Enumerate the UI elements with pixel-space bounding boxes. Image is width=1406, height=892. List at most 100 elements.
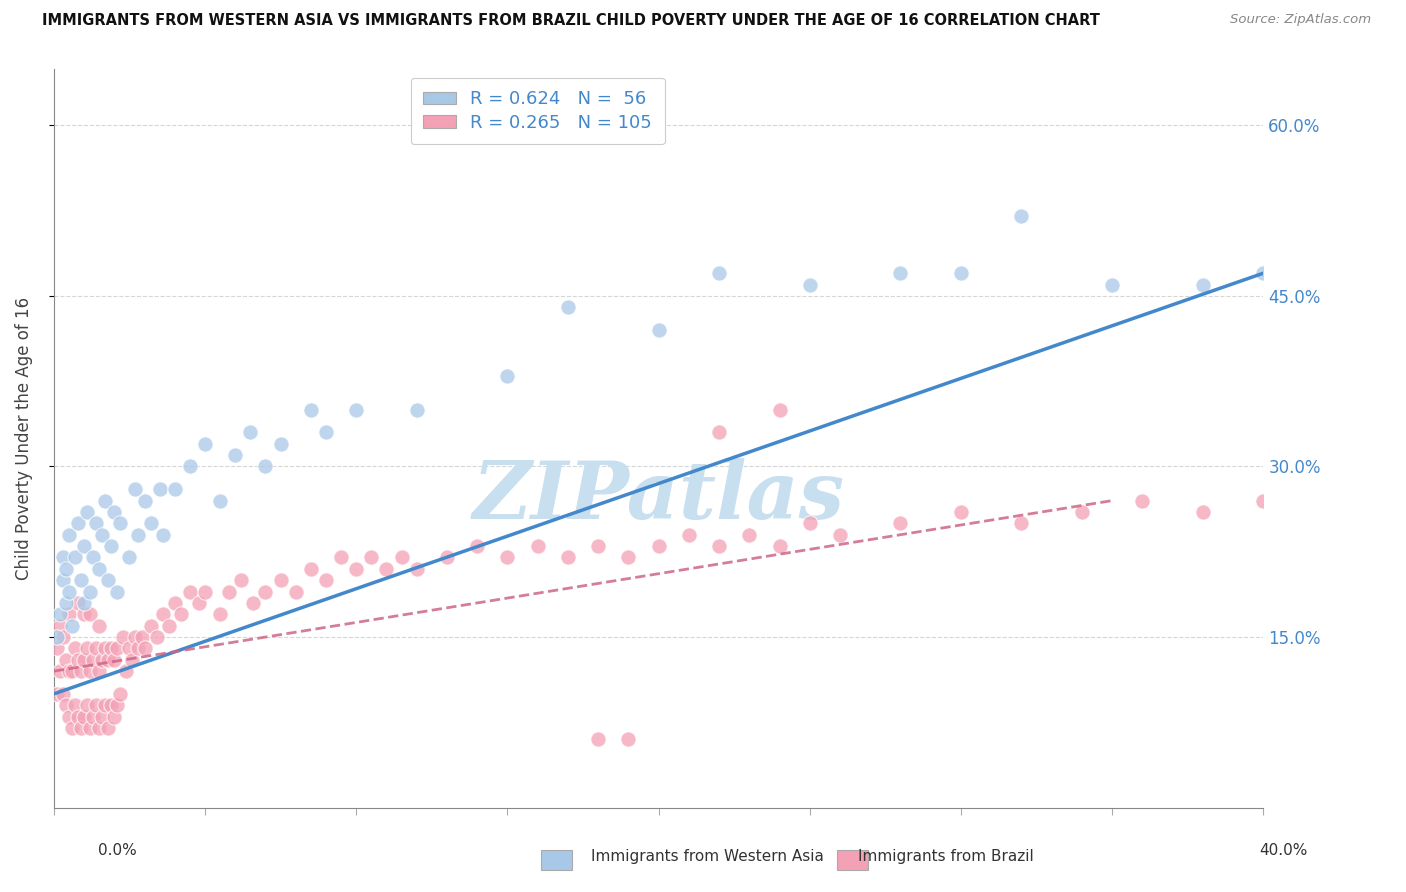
Point (179, 459, 201, 474)
Point (526, 539, 548, 553)
Point (949, 266, 972, 280)
Point (94, 641, 117, 656)
Point (128, 641, 150, 656)
Point (89, 562, 111, 576)
Point (45, 630, 67, 644)
Point (70, 721, 93, 735)
Point (707, 425, 730, 440)
Point (707, 266, 730, 280)
Point (103, 505, 125, 519)
Point (330, 550, 353, 565)
Point (70, 573, 93, 587)
Point (1101, 277, 1123, 292)
Point (299, 402, 322, 417)
Point (1253, 493, 1275, 508)
Point (66, 653, 89, 667)
Point (647, 539, 669, 553)
Point (738, 527, 761, 541)
Point (1070, 505, 1092, 519)
Point (1010, 516, 1032, 531)
Point (188, 596, 211, 610)
Point (344, 402, 367, 417)
Point (82, 653, 104, 667)
Point (405, 402, 427, 417)
Point (889, 266, 911, 280)
Point (89, 618, 111, 632)
Point (134, 493, 156, 508)
Point (149, 482, 172, 496)
Point (115, 664, 138, 678)
Point (270, 573, 292, 587)
Point (91, 709, 114, 723)
Point (49, 618, 72, 632)
Point (45, 687, 67, 701)
Point (66, 596, 89, 610)
Point (163, 482, 186, 496)
Point (145, 630, 167, 644)
Text: 40.0%: 40.0% (1260, 843, 1308, 858)
Point (105, 698, 128, 713)
Point (91, 653, 114, 667)
Point (768, 402, 790, 417)
Point (45, 641, 67, 656)
Point (231, 573, 253, 587)
Point (79, 721, 101, 735)
Point (139, 618, 162, 632)
Point (157, 618, 180, 632)
Point (103, 709, 125, 723)
Point (110, 687, 132, 701)
Point (94, 493, 117, 508)
Point (118, 641, 141, 656)
Point (63, 698, 86, 713)
Point (799, 277, 821, 292)
Point (55, 562, 77, 576)
Text: IMMIGRANTS FROM WESTERN ASIA VS IMMIGRANTS FROM BRAZIL CHILD POVERTY UNDER THE A: IMMIGRANTS FROM WESTERN ASIA VS IMMIGRAN… (42, 13, 1099, 29)
Point (58, 664, 80, 678)
Point (91, 527, 114, 541)
Point (1010, 210, 1032, 224)
Point (79, 664, 101, 678)
Point (375, 562, 398, 576)
Point (647, 323, 669, 337)
Point (139, 516, 162, 531)
Point (49, 607, 72, 622)
Point (89, 664, 111, 678)
Point (152, 607, 174, 622)
Point (678, 527, 700, 541)
Point (131, 630, 153, 644)
Point (97, 721, 120, 735)
Point (70, 664, 93, 678)
Point (82, 550, 104, 565)
Point (79, 584, 101, 599)
Point (315, 425, 337, 440)
Point (218, 584, 240, 599)
Point (60, 618, 83, 632)
Point (209, 607, 232, 622)
Point (58, 527, 80, 541)
Point (100, 698, 122, 713)
Point (586, 732, 609, 747)
Point (617, 732, 640, 747)
Point (209, 493, 232, 508)
Legend: R = 0.624   N =  56, R = 0.265   N = 105: R = 0.624 N = 56, R = 0.265 N = 105 (411, 78, 665, 145)
Point (82, 709, 104, 723)
Point (465, 539, 488, 553)
Point (889, 516, 911, 531)
Point (768, 539, 790, 553)
Point (60, 664, 83, 678)
Point (239, 425, 262, 440)
Point (76, 505, 98, 519)
Point (242, 596, 264, 610)
Point (73, 653, 96, 667)
Point (405, 562, 427, 576)
Point (1132, 493, 1154, 508)
Point (254, 584, 277, 599)
Point (134, 641, 156, 656)
Point (52, 550, 75, 565)
Point (121, 653, 143, 667)
Point (66, 516, 89, 531)
Point (586, 539, 609, 553)
Text: Immigrants from Brazil: Immigrants from Brazil (858, 849, 1033, 863)
Point (344, 562, 367, 576)
Point (194, 584, 217, 599)
